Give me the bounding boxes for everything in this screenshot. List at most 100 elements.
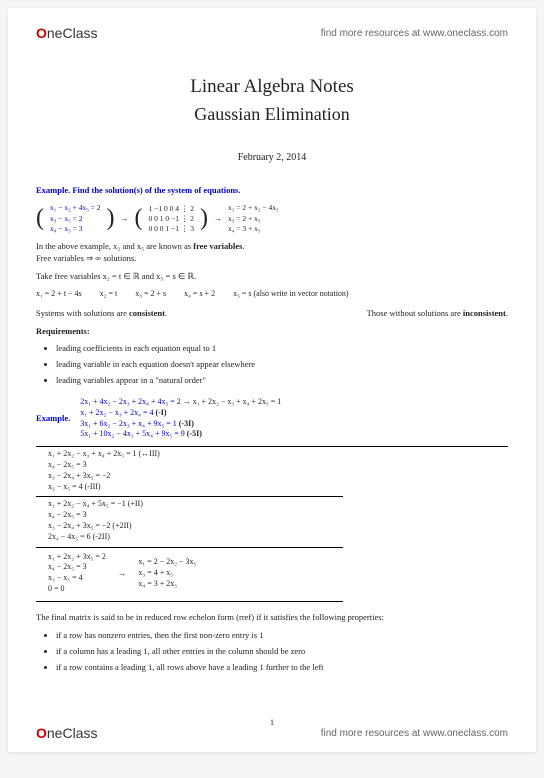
logo-text-2: Class <box>62 725 97 741</box>
page-footer: OneClass find more resources at www.onec… <box>36 724 508 744</box>
param-x1: x₁ = 2 + t − 4s <box>36 288 82 299</box>
footer-logo: OneClass <box>36 724 97 744</box>
rref-item: if a column has a leading 1, all other e… <box>56 646 508 658</box>
c-left-end: . <box>165 308 167 318</box>
rparen-icon: ) <box>107 208 115 230</box>
c-right-end: . <box>506 308 508 318</box>
eq-line: x₄ − 2x₅ = 3 <box>48 562 106 573</box>
param-x5: x₅ = s (also write in vector notation) <box>233 288 349 299</box>
page-header: OneClass find more resources at www.onec… <box>36 24 508 44</box>
req-item: leading coefficients in each equation eq… <box>56 343 508 355</box>
eq-line: x₃ − 2x₄ + 3x₅ = −2 <box>48 471 508 482</box>
example1-system: ( x₁ − x₂ + 4x₅ = 2 x₃ − x₅ = 2 x₄ − x₅ … <box>36 203 508 235</box>
eq-op: → x₁ + 2x₂ − x₃ + x₄ + 2x₅ = 1 <box>183 397 282 406</box>
step3-block: x₁ + 2x₂ + 3x₅ = 2 x₄ − 2x₅ = 3 x₃ − x₅ … <box>48 552 106 595</box>
logo-text-2: Class <box>62 25 97 41</box>
divider <box>36 547 343 548</box>
sys-eq-3: x₄ − x₅ = 3 <box>50 224 101 235</box>
step1-block: x₁ + 2x₂ − x₃ + x₄ + 2x₅ = 1 (↔III) x₄ −… <box>48 449 508 492</box>
param-x4: x₄ = s + 2 <box>184 288 215 299</box>
c-right-bold: inconsistent <box>463 308 506 318</box>
logo-text-1: ne <box>47 25 63 41</box>
arrow-icon: → <box>214 214 222 224</box>
consistency-row: Systems with solutions are consistent. T… <box>36 308 508 320</box>
note-text: In the above example, x₂ and x₅ are know… <box>36 241 193 251</box>
system-equations: x₁ − x₂ + 4x₅ = 2 x₃ − x₅ = 2 x₄ − x₅ = … <box>50 203 101 235</box>
param-solutions: x₁ = 2 + t − 4s x₂ = t x₃ = 2 + s x₄ = s… <box>36 288 508 299</box>
requirements-list: leading coefficients in each equation eq… <box>56 343 508 387</box>
header-tagline: find more resources at www.oneclass.com <box>321 27 508 41</box>
eq-op: (-5I) <box>187 429 202 438</box>
req-item: leading variable in each equation doesn'… <box>56 359 508 371</box>
lparen-icon: ( <box>36 208 44 230</box>
eq-op: (-3I) <box>179 419 194 428</box>
arrow-icon: → <box>121 214 129 224</box>
take-free-vars: Take free variables x₂ = t ∈ ℝ and x₅ = … <box>36 271 508 283</box>
rref-intro: The final matrix is said to be in reduce… <box>36 612 508 624</box>
matrix-row: 0 0 1 0 −1 ⋮ 2 <box>149 214 194 224</box>
sys-eq-1: x₁ − x₂ + 4x₅ = 2 <box>50 203 101 214</box>
eq: x₁ + 2x₂ − x₃ + 2x₄ = 4 <box>80 408 153 417</box>
c-left-bold: consistent <box>129 308 165 318</box>
eq-line: 0 = 0 <box>48 584 106 595</box>
eq-line: x₃ − 2x₄ + 3x₅ = −2 (+2II) <box>48 521 508 532</box>
solution-equations: x₁ = 2 + x₂ − 4x₅ x₃ = 2 + x₅ x₄ = 3 + x… <box>228 203 279 235</box>
arrow-icon: → <box>118 568 127 580</box>
ex2-row: 2x₁ + 4x₂ − 2x₃ + 2x₄ + 4x₅ = 2 → x₁ + 2… <box>80 397 281 408</box>
inf-solutions-note: Free variables ⇒ ∞ solutions. <box>36 253 508 265</box>
note-end: . <box>242 241 244 251</box>
matrix-row: 1 −1 0 0 4 ⋮ 2 <box>149 204 194 214</box>
final-block: x₁ = 2 − 2x₂ − 3x₅ x₃ = 4 + x₅ x₄ = 3 + … <box>138 557 196 589</box>
eq-line: x₁ + 2x₂ + 3x₅ = 2 <box>48 552 106 563</box>
rparen-icon: ) <box>200 208 208 230</box>
eq-line: x₄ − 2x₅ = 3 <box>48 510 508 521</box>
divider <box>36 601 343 602</box>
augmented-matrix: 1 −1 0 0 4 ⋮ 2 0 0 1 0 −1 ⋮ 2 0 0 0 1 −1… <box>149 204 194 233</box>
footer-tagline: find more resources at www.oneclass.com <box>321 727 508 741</box>
param-x3: x₃ = 2 + s <box>135 288 166 299</box>
c-left: Systems with solutions are <box>36 308 129 318</box>
eq-line: x₄ − 2x₅ = 3 <box>48 460 508 471</box>
consistent-text: Systems with solutions are consistent. <box>36 308 167 320</box>
lparen-icon: ( <box>135 208 143 230</box>
eq-line: x₁ = 2 − 2x₂ − 3x₅ <box>138 557 196 568</box>
example1-heading: Example. Find the solution(s) of the sys… <box>36 185 508 197</box>
eq-line: x₄ = 3 + 2x₅ <box>138 579 196 590</box>
doc-title: Linear Algebra Notes <box>36 74 508 101</box>
inconsistent-text: Those without solutions are inconsistent… <box>367 308 508 320</box>
doc-subtitle: Gaussian Elimination <box>36 102 508 127</box>
ex2-row: 5x₁ + 10x₂ − 4x₃ + 5x₄ + 9x₅ = 9 (-5I) <box>80 429 281 440</box>
divider <box>36 446 508 447</box>
ex2-row: 3x₁ + 6x₂ − 2x₃ + x₄ + 9x₅ = 1 (-3I) <box>80 419 281 430</box>
eq: 2x₁ + 4x₂ − 2x₃ + 2x₄ + 4x₅ = 2 <box>80 397 181 406</box>
c-right: Those without solutions are <box>367 308 463 318</box>
ex2-row: x₁ + 2x₂ − x₃ + 2x₄ = 4 (-I) <box>80 408 281 419</box>
rref-list: if a row has nonzero entries, then the f… <box>56 630 508 674</box>
doc-date: February 2, 2014 <box>36 151 508 165</box>
sol-eq-3: x₄ = 3 + x₅ <box>228 224 279 235</box>
eq-line: 2x₄ − 4x₅ = 6 (-2II) <box>48 532 508 543</box>
logo: OneClass <box>36 24 97 44</box>
eq-line: x₁ + 2x₂ − x₄ + 5x₅ = −1 (+II) <box>48 499 508 510</box>
example2: Example. 2x₁ + 4x₂ − 2x₃ + 2x₄ + 4x₅ = 2… <box>36 395 508 602</box>
divider <box>36 496 343 497</box>
eq-op: (-I) <box>155 408 166 417</box>
logo-text-1: ne <box>47 725 63 741</box>
example2-label: Example. <box>36 413 70 425</box>
eq: 3x₁ + 6x₂ − 2x₃ + x₄ + 9x₅ = 1 <box>80 419 177 428</box>
eq: 5x₁ + 10x₂ − 4x₃ + 5x₄ + 9x₅ = 9 <box>80 429 185 438</box>
note-bold: free variables <box>193 241 242 251</box>
rref-item: if a row has nonzero entries, then the f… <box>56 630 508 642</box>
step2-block: x₁ + 2x₂ − x₄ + 5x₅ = −1 (+II) x₄ − 2x₅ … <box>48 499 508 542</box>
req-item: leading variables appear in a "natural o… <box>56 375 508 387</box>
document-page: OneClass find more resources at www.onec… <box>8 8 536 752</box>
eq-line: x₃ − x₅ = 4 <box>48 573 106 584</box>
sys-eq-2: x₃ − x₅ = 2 <box>50 214 101 225</box>
sol-eq-1: x₁ = 2 + x₂ − 4x₅ <box>228 203 279 214</box>
sol-eq-2: x₃ = 2 + x₅ <box>228 214 279 225</box>
param-x2: x₂ = t <box>100 288 118 299</box>
requirements-heading: Requirements: <box>36 326 508 338</box>
matrix-row: 0 0 0 1 −1 ⋮ 3 <box>149 224 194 234</box>
eq-line: x₃ − x₅ = 4 (-III) <box>48 482 508 493</box>
free-vars-note: In the above example, x₂ and x₅ are know… <box>36 241 508 253</box>
